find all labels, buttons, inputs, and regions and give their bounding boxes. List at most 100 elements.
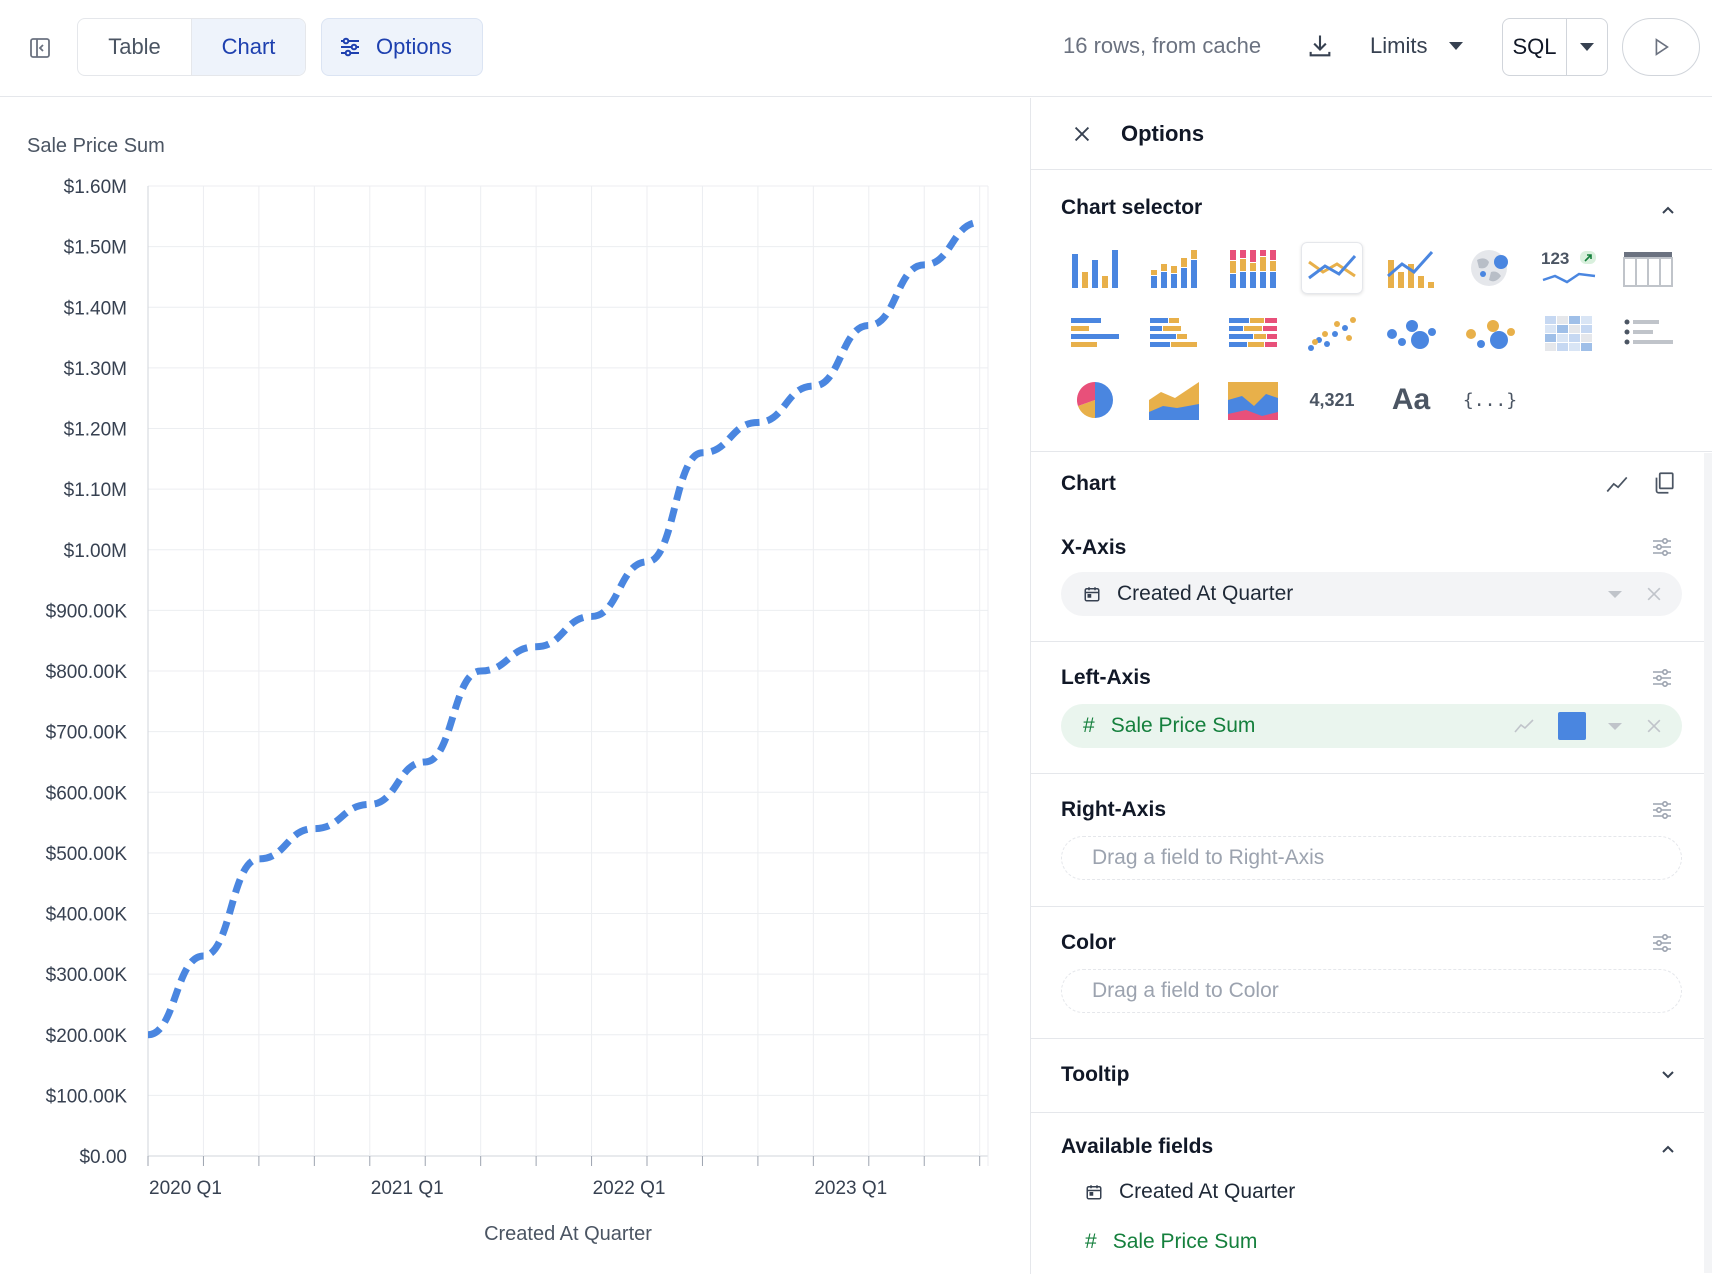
y-axis-label: Sale Price Sum — [27, 135, 165, 157]
y-tick-label: $1.50M — [64, 238, 127, 259]
close-icon[interactable] — [1644, 716, 1664, 736]
globe-icon — [1471, 250, 1508, 286]
y-tick-label: $1.20M — [64, 420, 127, 441]
stacked-bar-icon — [1151, 250, 1197, 288]
chart-type-json[interactable]: {...} — [1459, 374, 1521, 426]
run-button[interactable] — [1622, 18, 1700, 76]
right-axis-drop-zone[interactable]: Drag a field to Right-Axis — [1061, 836, 1682, 880]
panel-header: Options — [1031, 98, 1712, 170]
close-icon[interactable] — [1071, 123, 1093, 145]
x-axis-title: X-Axis — [1061, 536, 1127, 559]
tooltip-section[interactable]: Tooltip — [1031, 1039, 1712, 1113]
chart-type-horizontal-bar[interactable] — [1064, 308, 1126, 360]
y-tick-label: $1.40M — [64, 298, 127, 319]
available-field-name: Sale Price Sum — [1112, 1230, 1258, 1253]
tab-table[interactable]: Table — [108, 34, 161, 59]
chart-type-list[interactable] — [1617, 308, 1679, 360]
download-icon[interactable] — [1306, 32, 1334, 60]
chart-type-line[interactable] — [1301, 242, 1363, 294]
line-trend-icon[interactable] — [1512, 714, 1536, 738]
limits-dropdown[interactable]: Limits — [1370, 33, 1464, 59]
left-axis-title: Left-Axis — [1061, 666, 1151, 689]
available-field-sale-price-sum[interactable]: # Sale Price Sum — [1061, 1217, 1682, 1267]
chevron-up-icon[interactable] — [1660, 1141, 1676, 1157]
table-icon — [1623, 252, 1673, 287]
chart-type-bar[interactable] — [1064, 242, 1126, 294]
chevron-down-icon — [1449, 42, 1464, 50]
chart-type-bubble[interactable] — [1380, 308, 1442, 360]
limits-label: Limits — [1370, 33, 1428, 58]
color-drop-zone[interactable]: Drag a field to Color — [1061, 969, 1682, 1013]
hash-icon: # — [1085, 1230, 1097, 1253]
chart-type-bubble-colored[interactable] — [1459, 308, 1521, 360]
line-chart-icon — [1308, 255, 1357, 280]
sliders-icon[interactable] — [1650, 535, 1674, 559]
options-panel: Options Chart selector 123 4,321 — [1030, 98, 1712, 1274]
left-axis-field-pill[interactable]: # Sale Price Sum — [1061, 704, 1682, 748]
y-tick-label: $900.00K — [46, 601, 128, 622]
calendar-icon — [1086, 1185, 1102, 1200]
percent-horizontal-bar-icon — [1229, 318, 1277, 347]
x-tick-label: 2021 Q1 — [371, 1178, 444, 1199]
chart-type-percent-bar[interactable] — [1222, 242, 1284, 294]
color-section: Color Drag a field to Color — [1031, 907, 1712, 1039]
sliders-icon[interactable] — [1650, 666, 1674, 690]
chart-type-text[interactable]: Aa — [1380, 374, 1442, 426]
tab-chart[interactable]: Chart — [191, 19, 305, 75]
x-axis-field-pill[interactable]: Created At Quarter — [1061, 572, 1682, 616]
sidebar-toggle-icon[interactable] — [28, 36, 52, 60]
copy-icon[interactable] — [1650, 470, 1676, 496]
color-title: Color — [1061, 931, 1116, 954]
chart-type-heatmap[interactable] — [1538, 308, 1600, 360]
list-icon — [1624, 319, 1673, 345]
series-color-swatch[interactable] — [1558, 712, 1586, 740]
chart-type-pie[interactable] — [1064, 374, 1126, 426]
y-tick-label: $300.00K — [46, 965, 128, 986]
stacked-area-icon — [1228, 382, 1278, 420]
chart-type-area[interactable] — [1143, 374, 1205, 426]
y-tick-label: $0.00 — [79, 1147, 127, 1168]
chart-type-combo[interactable] — [1380, 242, 1442, 294]
chevron-up-icon[interactable] — [1660, 202, 1676, 218]
y-tick-label: $100.00K — [46, 1086, 128, 1107]
chevron-down-icon[interactable] — [1660, 1067, 1676, 1083]
y-tick-label: $800.00K — [46, 662, 128, 683]
chart-type-table[interactable] — [1617, 242, 1679, 294]
chart-type-number[interactable]: 4,321 — [1301, 374, 1363, 426]
view-toggle: Table Chart — [77, 18, 306, 76]
combo-chart-icon — [1387, 250, 1434, 288]
sql-dropdown-button[interactable] — [1567, 19, 1607, 75]
chart-type-stacked-horizontal-bar[interactable] — [1143, 308, 1205, 360]
chart-config-section: Chart X-Axis Created At Quarter — [1031, 452, 1712, 642]
chevron-down-icon[interactable] — [1608, 590, 1622, 598]
y-tick-label: $1.10M — [64, 480, 127, 501]
chart-type-scatter[interactable] — [1301, 308, 1363, 360]
sql-button[interactable]: SQL — [1503, 19, 1567, 75]
scatter-icon — [1308, 317, 1356, 351]
sliders-icon[interactable] — [1650, 798, 1674, 822]
options-button[interactable]: Options — [321, 18, 483, 76]
horizontal-bar-icon — [1071, 318, 1119, 347]
sliders-icon[interactable] — [1650, 931, 1674, 955]
y-tick-label: $200.00K — [46, 1026, 128, 1047]
available-field-created-at-quarter[interactable]: Created At Quarter — [1061, 1167, 1682, 1217]
chart-area: Sale Price Sum $0.00 $100.00K $200.00K $300.… — [0, 98, 1030, 1274]
chart-type-map[interactable] — [1459, 242, 1521, 294]
chevron-down-icon[interactable] — [1608, 722, 1622, 730]
panel-scrollbar[interactable] — [1704, 453, 1712, 1273]
sql-button-group: SQL — [1502, 18, 1608, 76]
stacked-horizontal-bar-icon — [1150, 318, 1197, 347]
x-tick-label: 2020 Q1 — [149, 1178, 222, 1199]
chart-type-stacked-bar[interactable] — [1143, 242, 1205, 294]
area-chart-icon — [1149, 382, 1199, 420]
chart-type-stacked-area[interactable] — [1222, 374, 1284, 426]
close-icon[interactable] — [1644, 584, 1664, 604]
chevron-down-icon — [1580, 43, 1594, 51]
x-tick-label: 2023 Q1 — [814, 1178, 887, 1199]
available-fields-section: Available fields Created At Quarter # Sa… — [1031, 1113, 1712, 1267]
chart-type-percent-horizontal-bar[interactable] — [1222, 308, 1284, 360]
chart-type-grid: 123 4,321 Aa {...} — [1061, 242, 1682, 426]
line-trend-icon[interactable] — [1604, 472, 1630, 498]
text-label: Aa — [1391, 383, 1431, 416]
chart-type-kpi-trend[interactable]: 123 — [1538, 242, 1600, 294]
